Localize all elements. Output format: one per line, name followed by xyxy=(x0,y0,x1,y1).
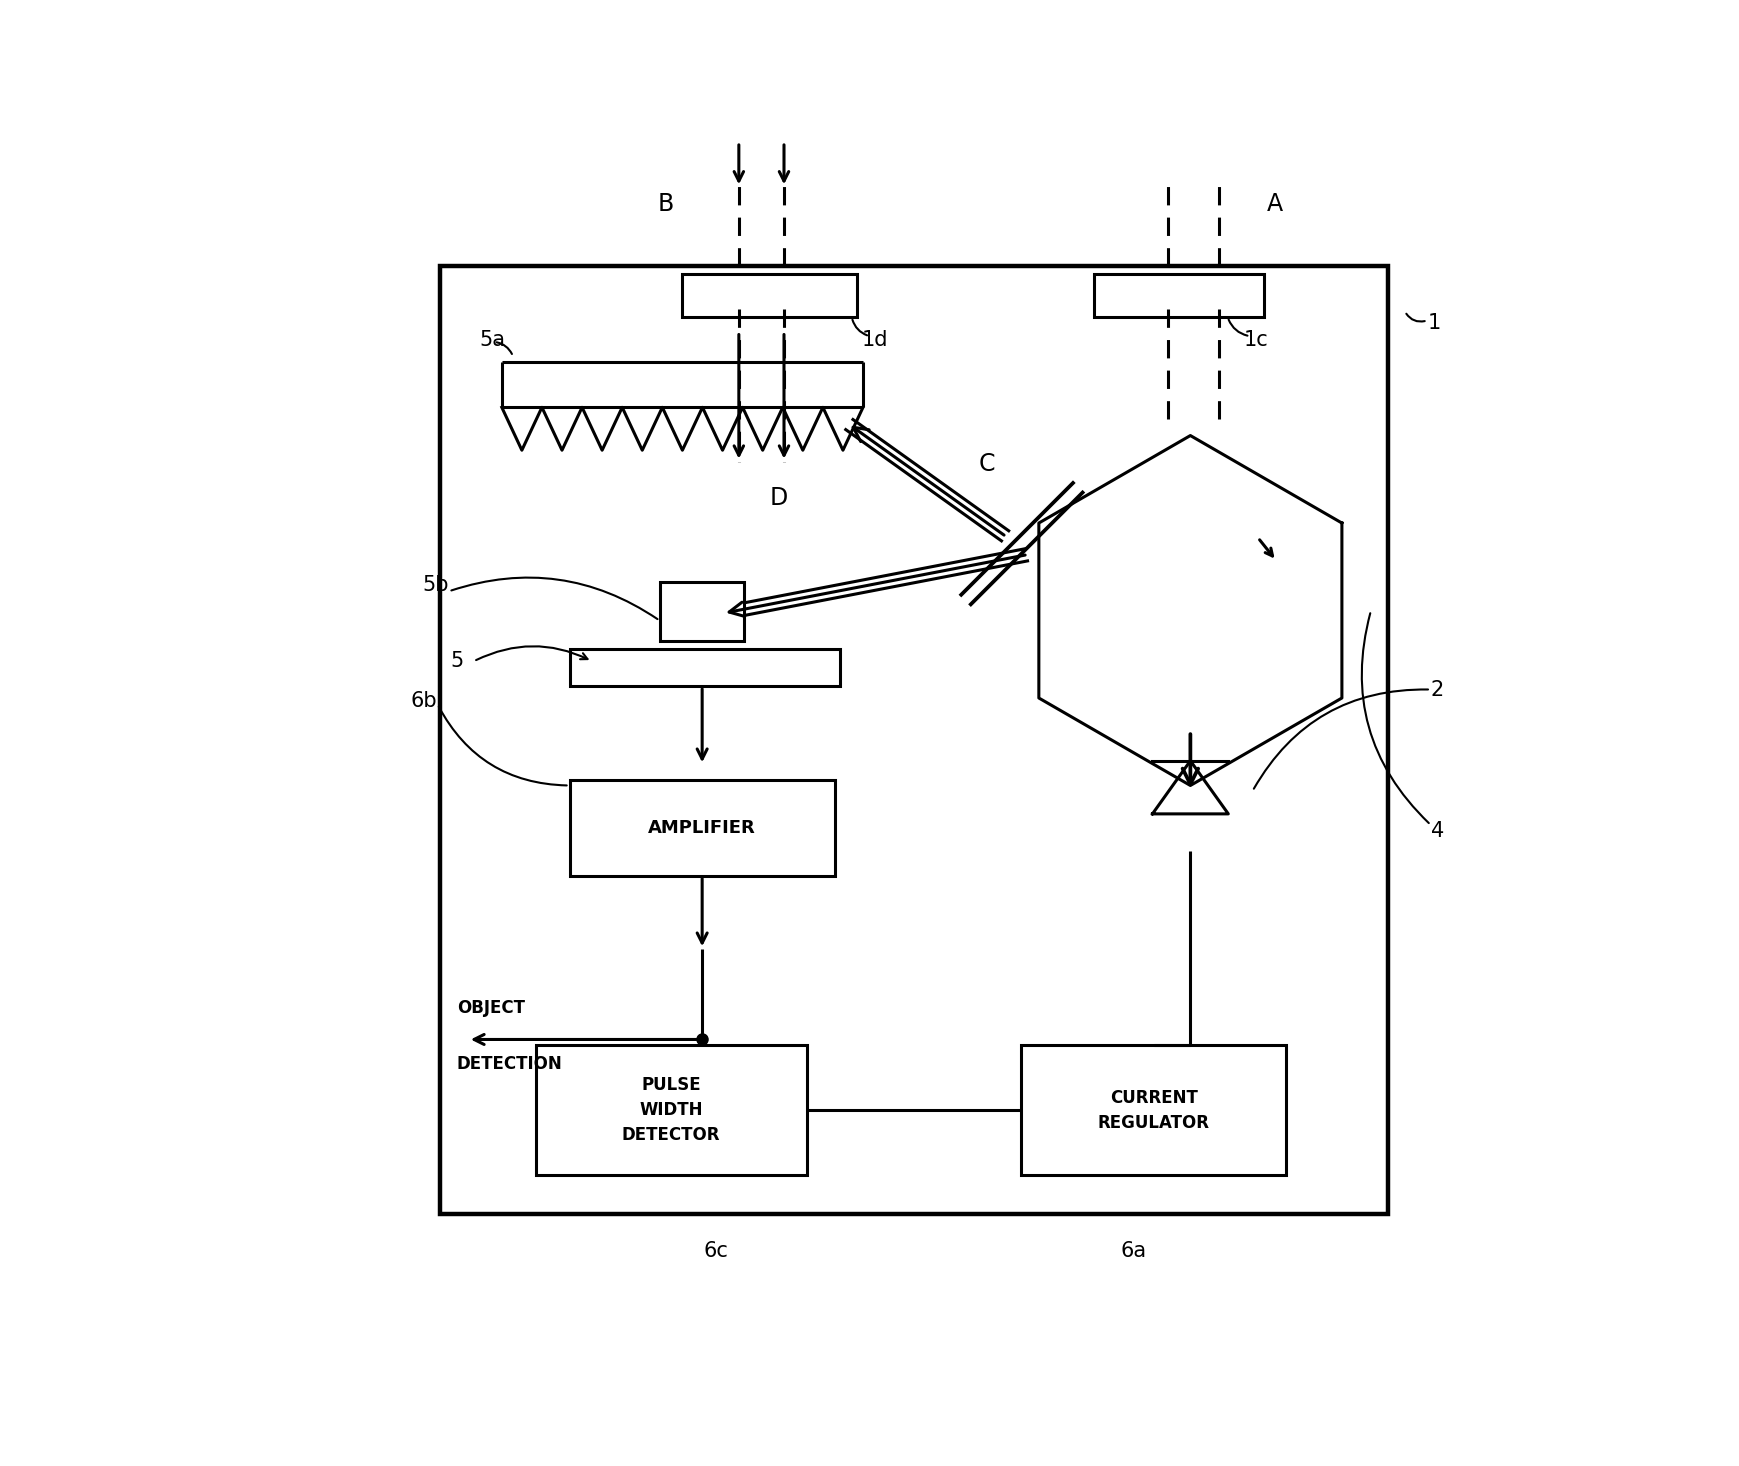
Text: DETECTION: DETECTION xyxy=(457,1056,562,1073)
Text: D: D xyxy=(769,485,788,510)
Bar xyxy=(570,780,835,875)
Bar xyxy=(536,1045,807,1174)
Text: 1c: 1c xyxy=(1243,330,1268,349)
Text: 5: 5 xyxy=(450,651,463,671)
Bar xyxy=(570,649,840,686)
Text: OBJECT: OBJECT xyxy=(457,998,525,1017)
Bar xyxy=(440,267,1388,1214)
Bar xyxy=(659,582,744,641)
Text: 2: 2 xyxy=(1431,680,1443,699)
Text: C: C xyxy=(979,452,995,476)
Bar xyxy=(1094,274,1264,317)
Text: 6a: 6a xyxy=(1122,1240,1148,1261)
Bar xyxy=(1021,1045,1287,1174)
Text: PULSE
WIDTH
DETECTOR: PULSE WIDTH DETECTOR xyxy=(623,1076,720,1143)
Text: 4: 4 xyxy=(1431,821,1443,840)
Bar xyxy=(682,274,857,317)
Text: AMPLIFIER: AMPLIFIER xyxy=(649,819,756,837)
Text: 6b: 6b xyxy=(410,690,438,711)
Text: 5b: 5b xyxy=(423,575,449,595)
Text: 6c: 6c xyxy=(704,1240,729,1261)
Text: A: A xyxy=(1268,192,1283,216)
Text: B: B xyxy=(657,192,673,216)
Text: CURRENT
REGULATOR: CURRENT REGULATOR xyxy=(1097,1089,1210,1132)
Text: 1: 1 xyxy=(1428,312,1440,333)
Text: 5a: 5a xyxy=(480,330,506,349)
Text: 1d: 1d xyxy=(863,330,889,349)
